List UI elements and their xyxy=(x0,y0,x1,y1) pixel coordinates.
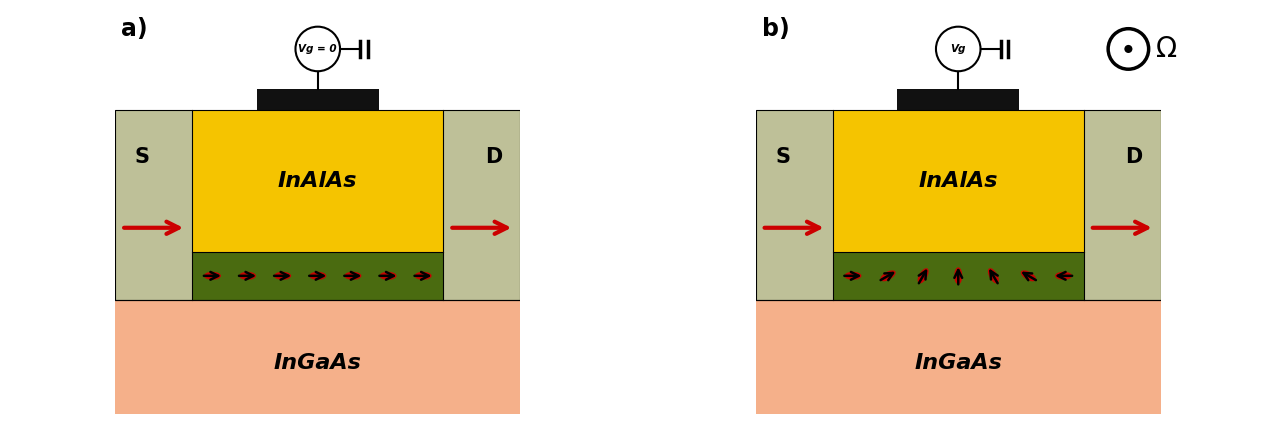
Bar xyxy=(115,110,521,300)
Text: b): b) xyxy=(762,16,790,41)
Bar xyxy=(755,300,1161,414)
Bar xyxy=(897,89,1020,110)
Ellipse shape xyxy=(239,272,256,280)
Ellipse shape xyxy=(379,272,397,280)
Text: InGaAs: InGaAs xyxy=(915,352,1002,373)
Bar xyxy=(833,110,1083,252)
Ellipse shape xyxy=(880,271,896,281)
Ellipse shape xyxy=(345,272,361,280)
Ellipse shape xyxy=(415,272,431,280)
Ellipse shape xyxy=(309,272,327,280)
Text: a): a) xyxy=(121,16,148,41)
Text: InAlAs: InAlAs xyxy=(919,170,998,191)
Text: D: D xyxy=(485,147,501,167)
Bar xyxy=(1083,110,1161,300)
Ellipse shape xyxy=(204,272,221,280)
Ellipse shape xyxy=(1055,272,1072,280)
Ellipse shape xyxy=(954,267,962,284)
Bar xyxy=(115,110,193,300)
Text: $\Omega$: $\Omega$ xyxy=(1155,35,1176,63)
Circle shape xyxy=(1108,29,1148,69)
Bar xyxy=(443,110,521,300)
Circle shape xyxy=(1124,45,1132,53)
Text: Vg = 0: Vg = 0 xyxy=(299,44,337,54)
Circle shape xyxy=(296,27,339,71)
Ellipse shape xyxy=(845,272,861,280)
Bar xyxy=(833,252,1083,300)
Bar xyxy=(193,252,443,300)
Circle shape xyxy=(937,27,980,71)
Text: D: D xyxy=(1125,147,1142,167)
Text: Vg: Vg xyxy=(951,44,966,54)
Text: S: S xyxy=(775,147,790,167)
Ellipse shape xyxy=(988,268,999,284)
Bar xyxy=(115,300,521,414)
Bar xyxy=(755,110,1161,300)
Ellipse shape xyxy=(274,272,291,280)
Text: S: S xyxy=(135,147,149,167)
Ellipse shape xyxy=(1021,271,1036,281)
Bar xyxy=(193,110,443,252)
Bar xyxy=(256,89,379,110)
Text: InAlAs: InAlAs xyxy=(278,170,357,191)
Text: InGaAs: InGaAs xyxy=(274,352,361,373)
Bar xyxy=(755,110,833,300)
Ellipse shape xyxy=(917,268,929,284)
